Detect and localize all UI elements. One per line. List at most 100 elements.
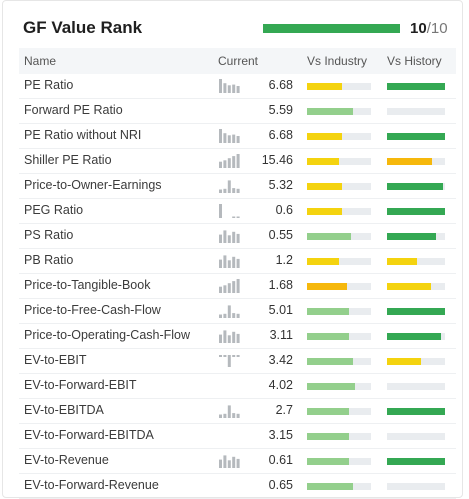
metric-name[interactable]: PS Ratio xyxy=(24,228,74,242)
metric-name[interactable]: PE Ratio xyxy=(24,78,74,92)
metric-name[interactable]: Price-to-Tangible-Book xyxy=(24,278,151,292)
vs-industry-bar-fill xyxy=(307,233,351,240)
sparkline-chart-icon[interactable] xyxy=(219,228,241,243)
column-vs-industry-header: Vs Industry xyxy=(307,54,368,68)
sparkline-chart-icon[interactable] xyxy=(219,203,241,218)
sparkline-bar xyxy=(236,136,240,143)
metric-name[interactable]: EV-to-Revenue xyxy=(24,453,109,467)
table-row[interactable]: EV-to-Forward-Revenue 0.65 xyxy=(19,474,456,499)
sparkline-chart-icon[interactable] xyxy=(219,303,241,318)
metric-name[interactable]: EV-to-Forward-Revenue xyxy=(24,478,159,492)
vs-industry-bar-fill xyxy=(307,158,339,165)
column-current-header: Current xyxy=(218,54,259,68)
metric-current-value: 5.32 xyxy=(268,178,293,192)
sparkline-bar xyxy=(227,135,231,143)
vs-history-bar xyxy=(387,283,445,290)
vs-history-bar-fill xyxy=(387,158,433,165)
metric-name[interactable]: EV-to-Forward-EBIT xyxy=(24,378,137,392)
table-row[interactable]: PB Ratio 1.2 xyxy=(19,249,456,274)
table-row[interactable]: Price-to-Tangible-Book 1.68 xyxy=(19,274,456,299)
sparkline-bar xyxy=(236,333,240,343)
rank-progress-fill xyxy=(263,24,400,33)
table-row[interactable]: PEG Ratio 0.6 xyxy=(19,199,456,224)
vs-industry-bar xyxy=(307,233,371,240)
table-row[interactable]: Price-to-Free-Cash-Flow 5.01 xyxy=(19,299,456,324)
metric-name[interactable]: EV-to-Forward-EBITDA xyxy=(24,428,154,442)
table-row[interactable]: EV-to-Forward-EBITDA 3.15 xyxy=(19,424,456,449)
table-row[interactable]: Shiller PE Ratio 15.46 xyxy=(19,149,456,174)
vs-industry-bar-fill xyxy=(307,283,347,290)
vs-history-bar xyxy=(387,433,445,440)
sparkline-chart-icon[interactable] xyxy=(219,453,241,468)
sparkline-bar xyxy=(223,255,227,268)
sparkline-bar xyxy=(223,330,227,343)
metric-name[interactable]: Shiller PE Ratio xyxy=(24,153,112,167)
sparkline-chart-icon[interactable] xyxy=(219,153,241,168)
sparkline-bar xyxy=(227,260,231,268)
metric-name[interactable]: EV-to-EBIT xyxy=(24,353,87,367)
sparkline-bar xyxy=(219,355,222,357)
table-row[interactable]: EV-to-Revenue 0.61 xyxy=(19,449,456,474)
table-row[interactable]: EV-to-EBIT 3.42 xyxy=(19,349,456,374)
vs-history-bar xyxy=(387,458,445,465)
vs-industry-bar-fill xyxy=(307,408,349,415)
rank-score: 10/10 xyxy=(410,20,448,37)
metric-current-value: 4.02 xyxy=(268,378,293,392)
vs-industry-bar-fill xyxy=(307,333,349,340)
vs-industry-bar xyxy=(307,358,371,365)
vs-industry-bar-fill xyxy=(307,483,354,490)
vs-history-bar-fill xyxy=(387,458,445,465)
sparkline-bar xyxy=(232,355,236,357)
sparkline-chart-icon[interactable] xyxy=(219,278,241,293)
sparkline-bar xyxy=(236,86,240,93)
metric-name[interactable]: PE Ratio without NRI xyxy=(24,128,142,142)
table-row[interactable]: EV-to-EBITDA 2.7 xyxy=(19,399,456,424)
sparkline-chart-icon[interactable] xyxy=(219,353,241,368)
sparkline-chart-icon[interactable] xyxy=(219,328,241,343)
metric-current-value: 0.55 xyxy=(268,228,293,242)
table-header: Name Current Vs Industry Vs History xyxy=(19,48,456,74)
sparkline-bar xyxy=(227,305,231,318)
metric-name[interactable]: Forward PE Ratio xyxy=(24,103,123,117)
metrics-table: PE Ratio 6.68 Forward PE Ratio 5.59 PE Ratio… xyxy=(19,74,456,499)
table-row[interactable]: Price-to-Owner-Earnings 5.32 xyxy=(19,174,456,199)
vs-history-bar xyxy=(387,158,445,165)
table-row[interactable]: PS Ratio 0.55 xyxy=(19,224,456,249)
sparkline-bar xyxy=(223,160,227,168)
sparkline-bar xyxy=(223,413,227,418)
sparkline-bar xyxy=(227,355,231,367)
sparkline-chart-icon[interactable] xyxy=(219,78,241,93)
metric-name[interactable]: Price-to-Owner-Earnings xyxy=(24,178,162,192)
sparkline-chart-icon[interactable] xyxy=(219,128,241,143)
sparkline-chart-icon[interactable] xyxy=(219,403,241,418)
vs-history-bar xyxy=(387,383,445,390)
metric-name[interactable]: PB Ratio xyxy=(24,253,74,267)
vs-history-bar-fill xyxy=(387,183,444,190)
table-row[interactable]: PE Ratio 6.68 xyxy=(19,74,456,99)
vs-history-bar-fill xyxy=(387,233,437,240)
sparkline-chart-icon[interactable] xyxy=(219,178,241,193)
sparkline-bar xyxy=(232,216,236,218)
sparkline-bar xyxy=(219,414,222,418)
metric-name[interactable]: EV-to-EBITDA xyxy=(24,403,104,417)
vs-industry-bar xyxy=(307,258,371,265)
metric-current-value: 1.2 xyxy=(275,253,293,267)
table-row[interactable]: PE Ratio without NRI 6.68 xyxy=(19,124,456,149)
metric-name[interactable]: PEG Ratio xyxy=(24,203,84,217)
table-row[interactable]: Forward PE Ratio 5.59 xyxy=(19,99,456,124)
table-row[interactable]: EV-to-Forward-EBIT 4.02 xyxy=(19,374,456,399)
sparkline-chart-icon[interactable] xyxy=(219,253,241,268)
table-row[interactable]: Price-to-Operating-Cash-Flow 3.11 xyxy=(19,324,456,349)
vs-history-bar-fill xyxy=(387,133,445,140)
sparkline-bar xyxy=(232,188,236,193)
vs-history-bar xyxy=(387,483,445,490)
sparkline-bar xyxy=(219,234,222,243)
card-title: GF Value Rank xyxy=(23,18,143,37)
metric-name[interactable]: Price-to-Free-Cash-Flow xyxy=(24,303,161,317)
vs-history-bar xyxy=(387,83,445,90)
vs-industry-bar-fill xyxy=(307,358,354,365)
sparkline-bar xyxy=(219,286,222,293)
metric-name[interactable]: Price-to-Operating-Cash-Flow xyxy=(24,328,191,342)
sparkline-bar xyxy=(232,231,236,243)
